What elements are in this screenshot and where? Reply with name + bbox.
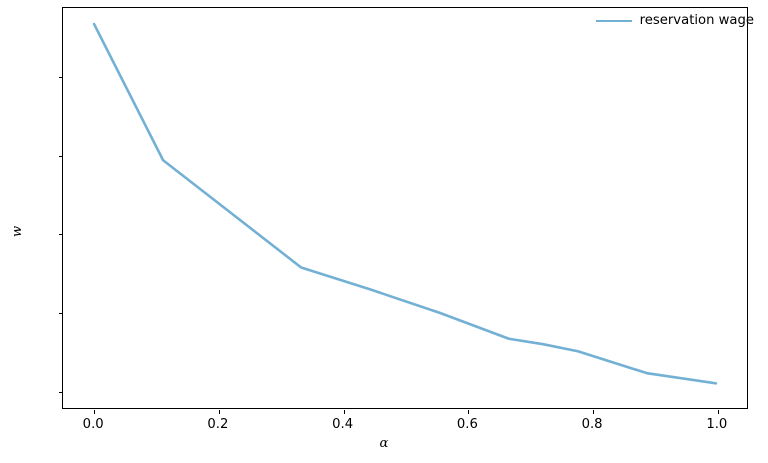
legend-label-reservation-wage: reservation wage <box>639 13 754 28</box>
legend-swatch-reservation-wage <box>595 19 632 22</box>
x-tick-mark <box>468 410 470 414</box>
y-tick-mark <box>59 312 63 314</box>
x-tick-mark <box>593 410 595 414</box>
line-series-reservation-wage <box>92 22 718 385</box>
x-tick-label: 0.6 <box>456 417 478 432</box>
data-canvas <box>92 22 718 385</box>
x-tick-label: 0.2 <box>207 417 229 432</box>
y-tick-mark <box>59 234 63 236</box>
y-tick-mark <box>59 155 63 157</box>
x-tick-label: 1.0 <box>706 417 728 432</box>
y-axis-label-text: w <box>10 225 26 238</box>
legend: reservation wage <box>590 9 758 32</box>
x-axis-label: α <box>379 436 389 451</box>
y-axis-label: w <box>9 0 27 463</box>
plot-area <box>59 7 748 414</box>
y-tick-mark <box>59 391 63 393</box>
x-tick-mark <box>717 410 719 414</box>
x-tick-mark <box>343 410 345 414</box>
x-tick-mark <box>94 410 96 414</box>
x-tick-mark <box>218 410 220 414</box>
x-tick-label: 0.0 <box>82 417 104 432</box>
x-tick-label: 0.8 <box>581 417 603 432</box>
x-tick-label: 0.4 <box>332 417 354 432</box>
y-tick-mark <box>59 76 63 78</box>
